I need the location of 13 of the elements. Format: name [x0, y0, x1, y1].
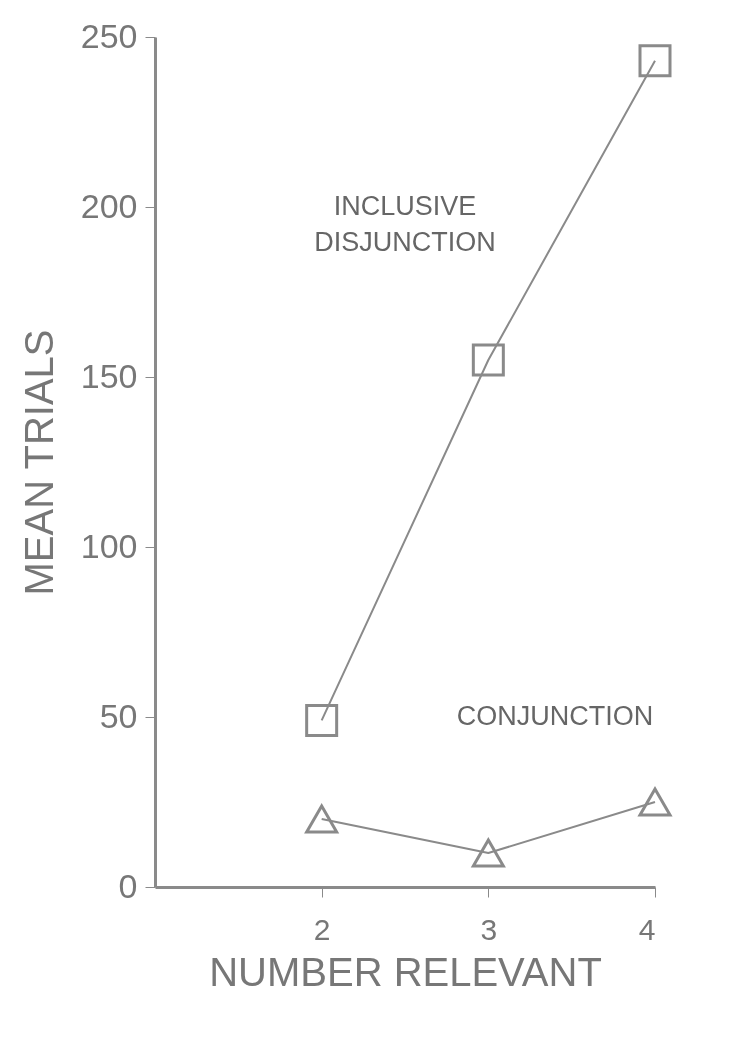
y-tick-label: 150 — [80, 356, 138, 395]
x-tick-label: 3 — [480, 912, 498, 946]
y-axis-title: MEAN TRIALS — [16, 329, 61, 596]
x-tick-label: 2 — [313, 912, 331, 946]
text: CONJUNCTION — [456, 701, 654, 731]
y-tick-label: 50 — [99, 696, 138, 735]
y-tick-label: 250 — [80, 16, 138, 55]
x-tick-label: 4 — [638, 912, 656, 946]
x-axis-title: NUMBER RELEVANT — [209, 949, 602, 994]
y-tick-label: 0 — [118, 866, 138, 905]
series-label: INCLUSIVE DISJUNCTION — [314, 191, 496, 257]
y-tick-label: 200 — [80, 186, 138, 225]
y-tick-label: 100 — [80, 526, 138, 565]
